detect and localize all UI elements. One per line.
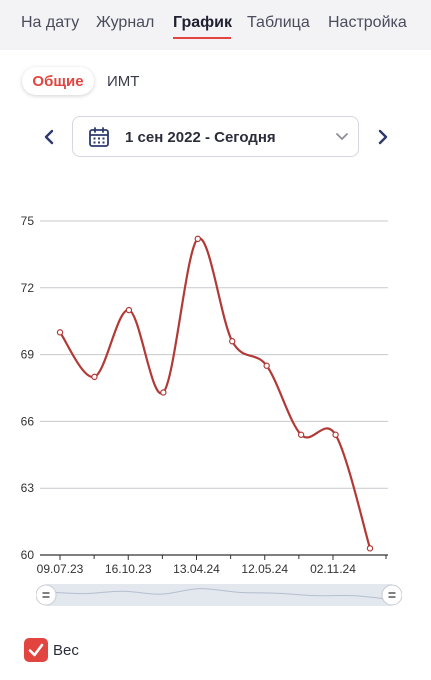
grid-lines <box>40 220 388 489</box>
y-tick-label: 63 <box>21 481 35 495</box>
data-point <box>194 235 201 243</box>
tab-table[interactable]: Таблица <box>247 14 310 31</box>
subtab-general[interactable]: Общие <box>22 67 94 95</box>
calendar-icon <box>89 127 109 147</box>
chevron-right-icon[interactable] <box>374 126 392 148</box>
y-tick-label: 72 <box>21 281 35 295</box>
chevron-down-icon <box>336 133 348 140</box>
x-tick-label: 12.05.24 <box>241 562 288 576</box>
scroller-right-handle[interactable] <box>381 584 402 606</box>
data-point <box>332 431 339 438</box>
tab-journal[interactable]: Журнал <box>96 14 155 31</box>
y-axis-ticks: 60 63 66 69 72 75 <box>21 214 35 562</box>
tab-settings[interactable]: Настройка <box>328 14 407 31</box>
x-axis-ticks: 09.07.23 16.10.23 13.04.24 12.05.24 02.11.24 <box>37 555 387 576</box>
x-tick-label: 13.04.24 <box>173 562 220 576</box>
data-point <box>56 329 64 336</box>
data-point <box>366 545 374 552</box>
date-range-selector[interactable]: 1 сен 2022 - Сегодня <box>72 116 359 157</box>
scroller-left-handle[interactable] <box>36 584 57 606</box>
scroller-track <box>46 584 392 606</box>
data-point <box>297 431 305 438</box>
data-point <box>160 389 167 396</box>
y-tick-label: 75 <box>21 214 35 228</box>
data-point <box>91 373 98 381</box>
x-tick-label: 09.07.23 <box>37 562 84 576</box>
weight-line-chart: 60 63 66 69 72 75 09.07.23 16.10.23 13.04.24 12.… <box>21 214 388 576</box>
data-points <box>56 235 374 552</box>
y-tick-label: 60 <box>21 548 35 562</box>
chevron-left-icon[interactable] <box>40 126 58 148</box>
series-legend-label: Вес <box>53 642 79 659</box>
y-tick-label: 66 <box>21 414 35 428</box>
tab-on-date[interactable]: На дату <box>21 14 80 31</box>
series-visibility-checkbox[interactable] <box>24 638 48 662</box>
active-tab-indicator <box>173 37 231 39</box>
data-point <box>229 338 236 345</box>
x-tick-label: 02.11.24 <box>310 562 356 576</box>
check-icon <box>28 643 44 657</box>
subtab-bmi[interactable]: ИМТ <box>107 73 140 90</box>
date-range-label: 1 сен 2022 - Сегодня <box>125 129 276 146</box>
series-line-weight <box>59 237 372 549</box>
data-point <box>125 306 133 314</box>
range-scroller[interactable] <box>36 580 402 610</box>
tab-chart[interactable]: График <box>173 14 232 31</box>
data-point <box>263 362 270 369</box>
top-tab-bar: На дату Журнал График Таблица Настройка <box>0 0 431 50</box>
x-tick-label: 16.10.23 <box>105 562 152 576</box>
y-tick-label: 69 <box>21 348 35 362</box>
scroller-mini-line <box>45 588 393 601</box>
